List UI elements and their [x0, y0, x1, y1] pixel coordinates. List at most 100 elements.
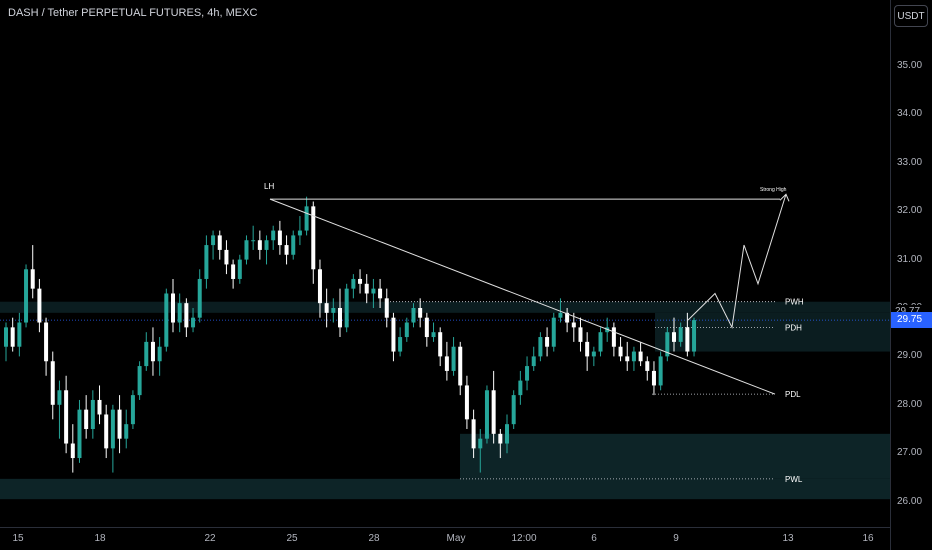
candle-body — [104, 414, 109, 449]
time-tick: 12:00 — [511, 533, 537, 544]
candle-body — [464, 385, 469, 420]
time-tick: 25 — [286, 533, 298, 544]
candle-body — [64, 390, 69, 444]
pdh-zone — [655, 312, 890, 352]
candle-body — [538, 337, 543, 357]
candle-body — [638, 351, 643, 362]
candle-body — [338, 308, 342, 328]
candle-body — [625, 356, 630, 362]
candle-body — [571, 322, 576, 328]
candle-body — [411, 308, 416, 323]
candle-body — [271, 230, 276, 241]
candle-body — [37, 288, 42, 323]
time-tick: 15 — [12, 533, 24, 544]
current-price-tag: 29.75 — [891, 312, 932, 329]
candle-body — [211, 235, 216, 246]
candle-body — [10, 327, 15, 347]
candle-body — [491, 390, 496, 434]
candle-body — [364, 283, 369, 294]
candle-body — [157, 346, 162, 362]
candle-body — [90, 399, 95, 429]
descending-trendline — [269, 198, 776, 395]
candle-body — [84, 409, 89, 429]
candle-body — [458, 346, 463, 386]
demand-zone — [460, 433, 890, 479]
candle-body — [424, 317, 429, 338]
candle-body — [264, 240, 269, 250]
time-tick: 22 — [204, 533, 216, 544]
candle-body — [591, 351, 596, 357]
candle-body — [631, 351, 636, 362]
candle-body — [44, 322, 49, 362]
level-label-pwl: PWL — [785, 475, 803, 484]
price-tick: 27.00 — [897, 447, 923, 459]
candle-body — [585, 341, 590, 357]
price-chart[interactable]: PWH PDH PDL PWL LH Strong High — [0, 0, 890, 527]
candle-body — [404, 322, 409, 338]
candle-body — [297, 230, 302, 236]
candle-body — [505, 424, 509, 444]
candle-body — [471, 419, 476, 449]
candle-body — [618, 346, 623, 357]
price-tick: 34.00 — [897, 108, 923, 120]
candle-body — [565, 312, 570, 323]
strong-high-label: Strong High — [760, 187, 787, 193]
level-label-pdl: PDL — [785, 390, 801, 399]
time-tick: 9 — [673, 533, 679, 544]
candle-body — [672, 332, 676, 342]
supply-zone — [0, 301, 890, 313]
candle-body — [525, 366, 530, 381]
candle-body — [665, 332, 670, 357]
candle-body — [50, 361, 55, 405]
candle-body — [531, 356, 536, 367]
candle-body — [251, 240, 256, 242]
candle-body — [17, 322, 22, 347]
candle-body — [451, 346, 456, 371]
last-price: 29.77 — [895, 306, 932, 318]
chart-title: DASH / Tether PERPETUAL FUTURES, 4h, MEX… — [8, 7, 258, 19]
price-tick: 29.00 — [897, 350, 923, 362]
pwl-zone — [0, 478, 890, 500]
time-axis[interactable]: 15 18 22 25 28 May 12:00 6 9 13 16 — [0, 527, 890, 550]
candle-body — [30, 269, 35, 289]
candle-body — [311, 206, 316, 270]
candle-body — [351, 278, 356, 289]
candle-body — [284, 245, 289, 255]
candle-body — [117, 409, 122, 439]
candle-body — [378, 288, 383, 299]
time-tick: 13 — [782, 533, 794, 544]
candle-body — [498, 433, 503, 444]
price-tick: 33.00 — [897, 156, 923, 168]
candle-body — [224, 249, 229, 265]
candle-body — [137, 366, 142, 396]
candle-body — [484, 390, 489, 439]
candle-body — [70, 443, 75, 459]
candle-body — [545, 337, 550, 347]
candle-body — [551, 317, 556, 347]
price-tick: 31.00 — [897, 253, 923, 265]
time-tick: 16 — [862, 533, 874, 544]
level-label-pdh: PDH — [785, 323, 802, 332]
price-axis[interactable]: 35.0034.0033.0032.0031.0030.0029.0028.00… — [890, 0, 932, 550]
candle-body — [291, 235, 296, 255]
candle-body — [171, 293, 175, 323]
candle-body — [651, 370, 656, 386]
candle-body — [391, 317, 396, 352]
candle-body — [244, 240, 249, 260]
candle-body — [97, 399, 102, 415]
candle-body — [438, 332, 443, 357]
candle-body — [358, 278, 363, 284]
candle-body — [344, 288, 349, 328]
candle-body — [692, 320, 697, 352]
candle-body — [418, 308, 423, 318]
candle-body — [317, 269, 322, 304]
candle-body — [518, 380, 523, 396]
time-tick: 6 — [591, 533, 597, 544]
candle-body — [184, 303, 189, 328]
arrow-head — [779, 193, 790, 202]
currency-button[interactable]: USDT — [894, 5, 928, 27]
candle-body — [124, 424, 129, 439]
price-tick: 35.00 — [897, 60, 923, 71]
price-tick: 32.00 — [897, 205, 923, 217]
candle-body — [598, 332, 603, 352]
